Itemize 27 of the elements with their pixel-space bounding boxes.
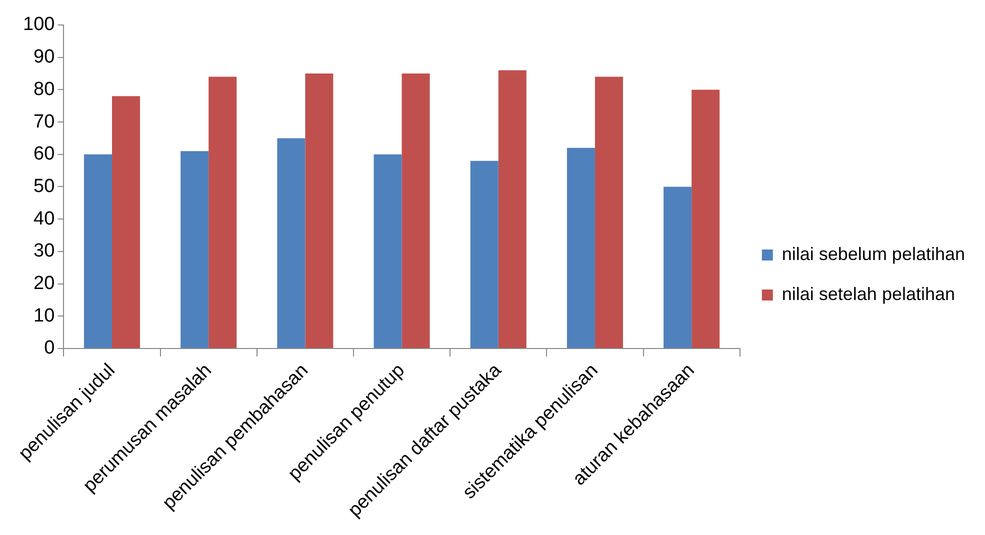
bar [692, 90, 720, 348]
bar [664, 186, 692, 348]
y-tick-label: 50 [34, 176, 55, 197]
y-tick-label: 100 [23, 14, 55, 36]
legend-label: nilai sebelum pelatihan [782, 244, 966, 264]
bar [84, 154, 112, 348]
y-tick-label: 40 [34, 208, 55, 230]
bar [594, 76, 623, 348]
bar [208, 76, 237, 348]
bar [402, 74, 430, 348]
bar [112, 96, 140, 348]
bar [498, 70, 526, 348]
legend-label: nilai setelah pelatihan [782, 284, 956, 304]
bar [566, 148, 595, 348]
bar [470, 160, 498, 348]
bar [305, 74, 334, 348]
y-tick-label: 70 [34, 111, 55, 132]
y-tick-label: 10 [34, 305, 55, 326]
y-tick-label: 60 [34, 144, 55, 165]
y-tick-label: 30 [34, 240, 55, 262]
bar [374, 154, 402, 348]
y-tick-label: 90 [34, 46, 55, 68]
y-tick-label: 80 [34, 78, 55, 100]
bar [180, 151, 209, 348]
bar [277, 138, 306, 348]
y-tick-label: 20 [34, 273, 55, 294]
y-tick-label: 0 [44, 338, 55, 359]
